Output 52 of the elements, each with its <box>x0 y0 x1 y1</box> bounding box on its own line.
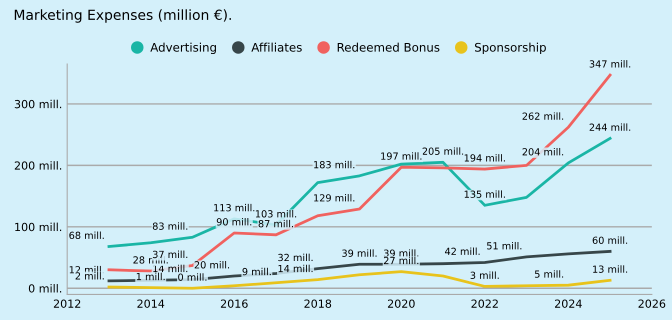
data-label: 135 mill. <box>464 190 505 198</box>
x-tick-label: 2026 <box>638 299 666 308</box>
data-label: 183 mill. <box>314 160 354 168</box>
legend-label: Redeemed Bonus <box>338 42 440 52</box>
data-label: 28 mill. <box>133 256 168 264</box>
data-label: 42 mill. <box>444 247 480 255</box>
data-label: 113 mill. <box>214 204 254 212</box>
data-label: 1 mill. <box>136 272 165 280</box>
data-label: 60 mill. <box>592 236 628 244</box>
data-label: 347 mill. <box>590 60 630 68</box>
x-tick-label: 2012 <box>54 299 80 308</box>
data-label: 244 mill. <box>590 123 630 131</box>
data-label: 5 mill. <box>534 270 564 278</box>
data-label: 83 mill. <box>152 222 188 230</box>
data-label: 68 mill. <box>69 232 104 240</box>
data-label: 205 mill. <box>422 147 464 155</box>
data-label: 90 mill. <box>216 218 252 226</box>
data-label: 13 mill. <box>593 265 628 273</box>
data-label: 37 mill. <box>152 250 188 258</box>
data-label: 0 mill. <box>178 273 206 281</box>
legend-label: Advertising <box>150 42 216 54</box>
data-label: 3 mill. <box>470 271 499 279</box>
data-label: 51 mill. <box>487 242 522 250</box>
data-label: 2 mill. <box>76 272 104 280</box>
data-label: 87 mill. <box>258 220 294 228</box>
x-tick-label: 2014 <box>137 299 164 308</box>
y-tick-label: 200 mill. <box>14 161 62 170</box>
data-label: 32 mill. <box>278 254 313 262</box>
data-label: 129 mill. <box>314 194 354 202</box>
chart-title: Marketing Expenses (million €). <box>14 9 231 23</box>
data-label: 39 mill. <box>384 249 418 257</box>
data-label: 20 mill. <box>194 261 230 269</box>
x-tick-label: 2020 <box>388 299 415 308</box>
data-label: 194 mill. <box>464 154 505 162</box>
data-label: 9 mill. <box>242 268 271 276</box>
data-label: 14 mill. <box>153 264 188 272</box>
data-label: 14 mill. <box>278 264 313 272</box>
data-label: 262 mill. <box>522 112 564 120</box>
x-tick-label: 2022 <box>471 299 498 308</box>
x-tick-label: 2018 <box>304 299 332 308</box>
legend-label: Affiliates <box>251 42 302 52</box>
data-label: 197 mill. <box>381 152 422 160</box>
y-tick-label: 100 mill. <box>15 222 62 232</box>
y-tick-label: 300 mill. <box>14 100 62 108</box>
data-label: 27 mill. <box>384 256 418 264</box>
data-label: 39 mill. <box>342 249 377 257</box>
x-tick-label: 2024 <box>554 299 582 308</box>
x-tick-label: 2016 <box>220 299 248 308</box>
data-label: 204 mill. <box>522 148 564 156</box>
data-label: 103 mill. <box>256 210 296 218</box>
y-tick-label: 0 mill. <box>28 284 62 293</box>
legend-label: Sponsorship <box>474 42 546 54</box>
